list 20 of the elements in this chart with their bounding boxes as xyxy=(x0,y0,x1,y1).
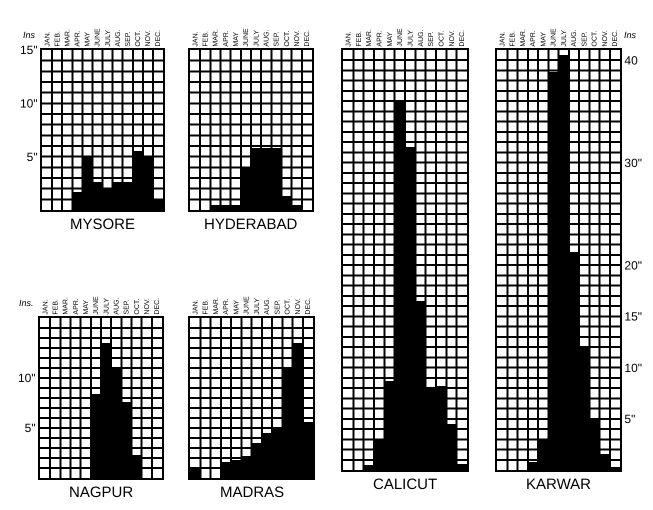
y-tick-label: 15" xyxy=(624,310,642,324)
y-tick-label: 40 xyxy=(624,53,638,68)
y-tick-label: 5" xyxy=(24,421,36,436)
y-tick-label: 5" xyxy=(624,412,636,426)
y-tick-label: 10" xyxy=(18,371,36,386)
y-axis-title: Ins xyxy=(23,30,36,40)
text: CALICUT xyxy=(373,476,438,493)
text: KARWAR xyxy=(526,476,592,493)
text: MYSORE xyxy=(70,216,136,233)
y-axis-title: Ins. xyxy=(19,298,34,308)
y-tick-label: 15" xyxy=(20,43,38,58)
text: MADRAS xyxy=(220,484,284,501)
y-tick-label: 20" xyxy=(624,258,642,272)
text: NAGPUR xyxy=(69,484,134,501)
y-tick-label: 5" xyxy=(26,150,38,164)
y-tick-label: 10" xyxy=(20,96,38,111)
text: HYDERABAD xyxy=(204,216,298,233)
y-tick-label: 10" xyxy=(624,360,642,375)
y-axis-title: Ins xyxy=(624,30,637,40)
y-tick-label: 30" xyxy=(624,156,642,170)
